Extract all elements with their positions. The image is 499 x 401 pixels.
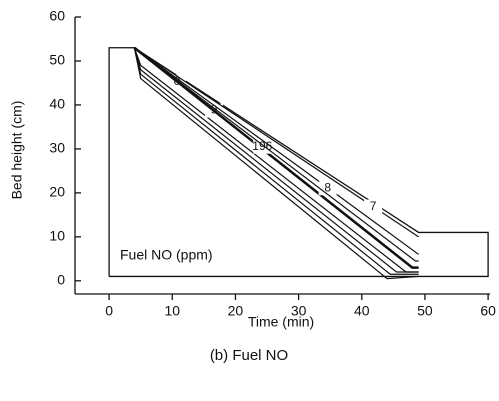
contour-line <box>133 47 419 273</box>
label-bg <box>318 181 337 196</box>
contour-line <box>133 47 419 280</box>
x-tick-label: 10 <box>164 303 180 319</box>
contour-line <box>134 47 419 262</box>
x-tick-label: 40 <box>354 303 370 319</box>
x-axis-label: Time (min) <box>248 314 314 330</box>
x-tick-label: 20 <box>228 303 244 319</box>
y-tick-label: 10 <box>49 228 65 244</box>
y-axis-label: Bed height (cm) <box>9 101 25 200</box>
y-tick-label: 40 <box>49 96 65 112</box>
contour-label: 7 <box>370 199 377 213</box>
contour-line <box>133 46 419 269</box>
x-tick-label: 60 <box>480 303 496 319</box>
contour-label: 8 <box>324 180 331 194</box>
y-tick-label: 0 <box>57 272 65 288</box>
y-tick-label: 50 <box>49 52 65 68</box>
x-tick-label: 50 <box>417 303 433 319</box>
caption: (b) Fuel NO <box>210 347 288 364</box>
contour-line <box>134 47 419 255</box>
label-bg <box>364 199 383 214</box>
y-tick-label: 60 <box>49 8 65 24</box>
x-tick-label: 0 <box>105 303 113 319</box>
bed-outline <box>108 47 489 278</box>
annotation: Fuel NO (ppm) <box>120 247 213 263</box>
x-tick-label: 30 <box>291 303 307 319</box>
y-tick-label: 20 <box>49 184 65 200</box>
y-tick-label: 30 <box>49 140 65 156</box>
